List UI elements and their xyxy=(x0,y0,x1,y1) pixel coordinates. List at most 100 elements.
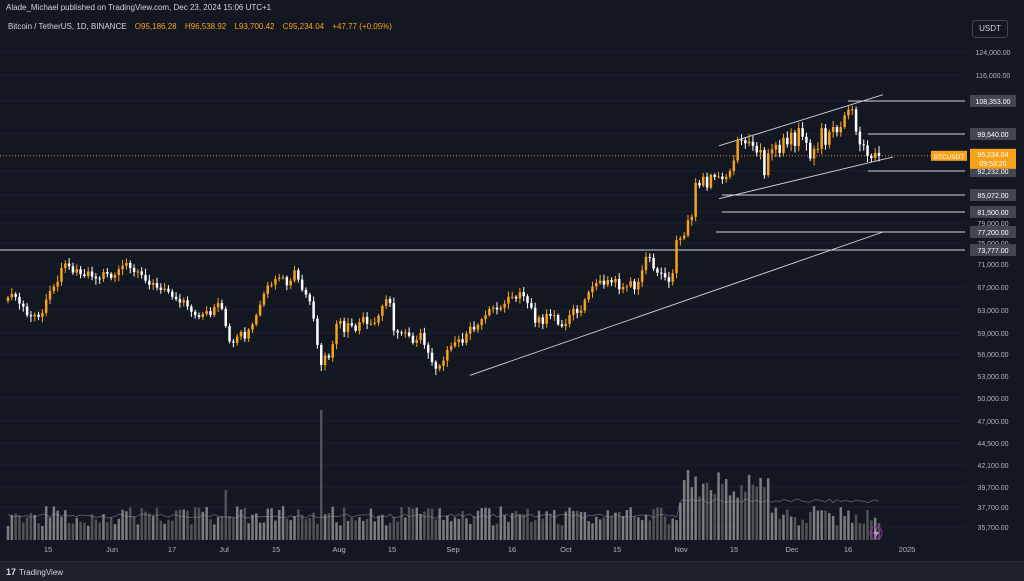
currency-button[interactable]: USDT xyxy=(972,20,1008,38)
candle-body xyxy=(660,272,663,274)
candle-body xyxy=(430,352,434,363)
volume-bar xyxy=(617,512,621,540)
volume-bar xyxy=(717,472,720,540)
candle-body xyxy=(637,281,640,290)
volume-bar xyxy=(595,516,598,540)
volume-bar xyxy=(549,513,552,540)
candle-body xyxy=(373,322,376,324)
candle-body xyxy=(682,235,686,239)
time-tick-label: 15 xyxy=(272,545,280,554)
candle-body xyxy=(64,263,67,269)
candle-body xyxy=(354,325,357,331)
volume-bar xyxy=(193,507,197,540)
candle-body xyxy=(213,307,216,316)
volume-bar xyxy=(602,517,606,540)
volume-bar xyxy=(71,523,75,540)
last-price-countdown: 09:53:20 xyxy=(979,161,1006,168)
price-tick-label: 42,100.00 xyxy=(977,463,1008,470)
candle-body xyxy=(476,324,480,330)
candle-body xyxy=(415,340,419,343)
tradingview-logo[interactable]: 17 TradingView xyxy=(6,567,63,577)
volume-bar xyxy=(174,510,178,540)
volume-bar xyxy=(598,519,602,540)
candle-body xyxy=(572,308,575,316)
volume-bar xyxy=(186,510,189,540)
candle-body xyxy=(522,292,525,297)
candle-body xyxy=(797,128,801,146)
candle-body xyxy=(327,355,331,358)
candle-body xyxy=(480,319,483,325)
volume-bar xyxy=(396,521,399,540)
volume-bar xyxy=(453,517,457,540)
price-tick-label: 47,000.00 xyxy=(977,419,1008,426)
candle-body xyxy=(262,293,266,305)
candle-body xyxy=(25,306,29,316)
flash-icon[interactable] xyxy=(869,526,883,540)
candle-body xyxy=(98,278,101,280)
candle-body xyxy=(140,271,143,275)
volume-bar xyxy=(407,506,411,540)
volume-bar xyxy=(415,507,419,540)
volume-bar xyxy=(106,522,109,540)
volume-bar xyxy=(640,519,644,540)
volume-bar xyxy=(675,520,678,540)
volume-bar xyxy=(109,517,113,540)
volume-bar xyxy=(79,521,82,540)
volume-bar xyxy=(232,518,235,540)
volume-bar xyxy=(671,518,674,540)
candle-body xyxy=(575,308,579,313)
candle-body xyxy=(270,284,273,286)
volume-bar xyxy=(858,523,862,540)
time-tick-label: 15 xyxy=(613,545,621,554)
volume-bar xyxy=(835,525,839,540)
symbol-title[interactable]: Bitcoin / TetherUS, 1D, BINANCE xyxy=(8,22,127,31)
candle-body xyxy=(323,355,327,365)
candle-body xyxy=(851,109,854,111)
volume-bar xyxy=(365,519,369,540)
volume-bar xyxy=(121,509,124,540)
candle-body xyxy=(713,174,716,177)
time-tick-label: 16 xyxy=(844,545,852,554)
candle-body xyxy=(243,331,247,339)
time-tick-label: Nov xyxy=(674,545,688,554)
last-price-value: 95,234.04 xyxy=(977,152,1008,159)
channel-upper-line xyxy=(718,94,884,147)
time-axis[interactable]: 15 Jun 17 Jul 15 Aug 15 Sep 16 Oct 15 Nov 15 Dec 16 202… xyxy=(44,545,916,554)
ohlc-open: O95,186.28 xyxy=(134,22,177,31)
volume-bar xyxy=(37,523,40,540)
volume-bar xyxy=(499,506,503,540)
symbol-price-tag-label: BTCUSDT xyxy=(934,154,965,161)
price-axis[interactable]: 124,000.00 116,000.00 108,353.00 99,540.00 9… xyxy=(970,50,1016,532)
volume-bar xyxy=(258,522,262,540)
candle-body xyxy=(755,145,758,153)
time-tick-label: Jul xyxy=(219,545,229,554)
candle-body xyxy=(461,339,464,343)
volume-bar xyxy=(171,520,174,540)
volume-bar xyxy=(411,508,415,540)
candle-body xyxy=(384,299,388,306)
volume-bar xyxy=(56,510,59,540)
candle-body xyxy=(434,362,438,369)
candle-body xyxy=(587,292,590,300)
price-tick-label: 81,500.00 xyxy=(977,210,1008,217)
candle-body xyxy=(526,296,529,304)
candle-body xyxy=(740,139,743,141)
volume-bar xyxy=(392,516,396,540)
candle-body xyxy=(182,300,185,303)
volume-bar xyxy=(755,486,758,540)
candle-body xyxy=(774,144,778,150)
candle-body xyxy=(358,322,361,331)
volume-bar xyxy=(75,517,79,540)
volume-bar xyxy=(266,508,270,540)
candle-body xyxy=(656,268,659,273)
candle-body xyxy=(251,324,254,330)
volume-bar xyxy=(228,516,231,540)
candle-body xyxy=(220,303,224,309)
volume-bar xyxy=(327,512,331,540)
price-level-badge xyxy=(970,189,1016,201)
channel-lower-line xyxy=(718,156,894,200)
candle-body xyxy=(350,323,354,326)
footer-bar: 17 TradingView xyxy=(0,561,1024,581)
candle-body xyxy=(606,280,610,285)
